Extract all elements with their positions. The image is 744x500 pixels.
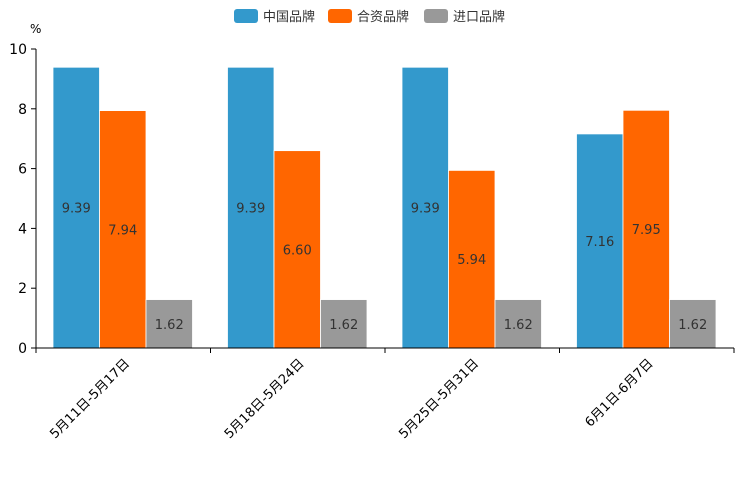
- bar-label-2-4: 7.95: [632, 223, 661, 238]
- bar-3-4: [669, 299, 717, 349]
- bar-label-3-4: 1.62: [678, 318, 707, 333]
- bar-label-2-1: 7.94: [108, 223, 137, 238]
- bar-1-4: [576, 133, 624, 349]
- legend: 中国品牌 合资品牌 进口品牌: [234, 9, 505, 25]
- bar-2-1: [99, 110, 147, 349]
- legend-swatch-3: [424, 9, 448, 23]
- x-axis: 5月11日-5月17日 5月18日-5月24日 5月25日-5月31日 6月1日-6月…: [35, 347, 735, 442]
- bar-label-1-3: 9.39: [411, 202, 440, 217]
- y-unit-label: %: [30, 22, 41, 36]
- legend-label-1: 中国品牌: [263, 9, 315, 25]
- bar-1-2: [227, 66, 275, 349]
- legend-label-3: 进口品牌: [453, 9, 505, 25]
- legend-label-2: 合资品牌: [357, 9, 409, 25]
- x-tick-label-1: 5月11日-5月17日: [47, 356, 133, 442]
- bar-label-2-2: 6.60: [283, 243, 312, 258]
- x-tick-label-3: 5月25日-5月31日: [396, 356, 482, 442]
- y-tick-label-5: 10: [9, 42, 27, 58]
- y-tick-label-4: 8: [18, 102, 27, 118]
- bar-label-1-4: 7.16: [585, 235, 614, 250]
- y-tick-label-2: 4: [18, 221, 27, 237]
- bars: 9.39 7.94 1.62 9.39 6.60 1.62 9.39 5.94 1.62 7.16…: [52, 66, 717, 349]
- bar-label-3-1: 1.62: [155, 318, 184, 333]
- y-tick-label-3: 6: [18, 162, 27, 178]
- bar-2-3: [448, 169, 496, 349]
- bar-label-1-1: 9.39: [62, 202, 91, 217]
- bar-label-2-3: 5.94: [457, 253, 486, 268]
- bar-3-2: [320, 299, 368, 349]
- x-tick-label-4: 6月1日-6月7日: [582, 356, 656, 430]
- y-tick-label-0: 0: [18, 341, 27, 357]
- bar-2-4: [622, 109, 670, 349]
- x-tick-label-2: 5月18日-5月24日: [222, 356, 308, 442]
- legend-swatch-1: [234, 9, 258, 23]
- y-tick-label-1: 2: [18, 281, 27, 297]
- legend-swatch-2: [328, 9, 352, 23]
- y-axis: % 0 2 4 6 8 10: [9, 22, 41, 357]
- bar-3-1: [145, 299, 193, 349]
- bar-2-2: [273, 150, 321, 349]
- bar-label-3-2: 1.62: [329, 318, 358, 333]
- bar-label-3-3: 1.62: [504, 318, 533, 333]
- bar-label-1-2: 9.39: [236, 202, 265, 217]
